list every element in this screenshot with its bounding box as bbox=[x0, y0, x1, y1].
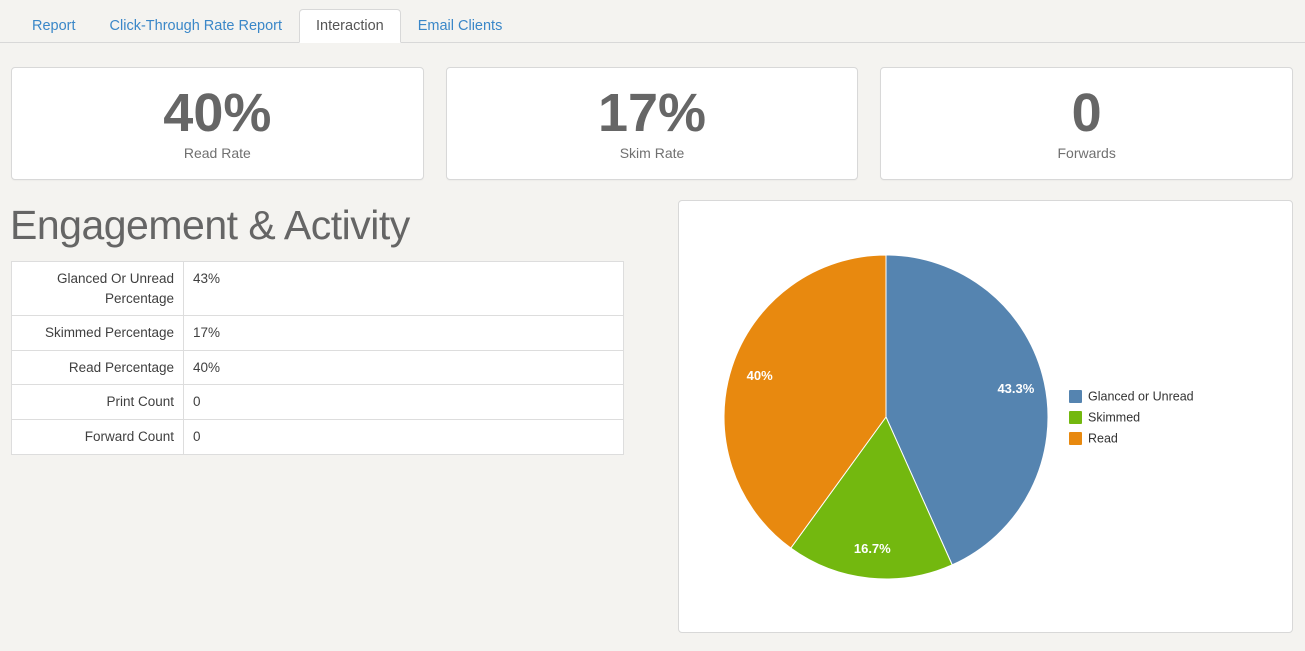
pie-slice-skimmed[interactable] bbox=[790, 416, 953, 580]
table-row-label: Read Percentage bbox=[11, 349, 184, 386]
table-row: Forward Count 0 bbox=[11, 418, 624, 455]
table-row-label: Forward Count bbox=[11, 418, 184, 455]
pie-slice-datalabel-glanced-or-unread: 43.3% bbox=[997, 381, 1034, 396]
stat-card-0: 40% Read Rate bbox=[11, 67, 424, 180]
legend-swatch bbox=[1069, 390, 1082, 403]
tab-1[interactable]: Click-Through Rate Report bbox=[109, 18, 282, 34]
legend-label: Skimmed bbox=[1088, 411, 1140, 425]
tab-3[interactable]: Email Clients bbox=[417, 18, 503, 34]
legend-item-glanced-or-unread[interactable]: Glanced or Unread bbox=[1069, 390, 1194, 404]
table-row: Print Count 0 bbox=[11, 384, 624, 420]
table-row-value: 0 bbox=[183, 418, 624, 455]
table-row-value: 43% bbox=[183, 261, 624, 317]
table-row: Read Percentage 40% bbox=[11, 349, 624, 386]
table-row-value: 17% bbox=[183, 315, 624, 351]
stat-card-1: 17% Skim Rate bbox=[445, 67, 859, 180]
tab-bar: Report Click-Through Rate Report Interac… bbox=[0, 9, 1305, 43]
table-row: Glanced Or Unread Percentage 43% bbox=[11, 261, 624, 317]
stat-value: 40% bbox=[163, 83, 272, 143]
legend-swatch bbox=[1069, 432, 1082, 445]
legend-item-read[interactable]: Read bbox=[1069, 432, 1118, 446]
stat-card-2: 0 Forwards bbox=[880, 67, 1294, 180]
tab-2[interactable]: Interaction bbox=[299, 9, 401, 43]
legend-label: Glanced or Unread bbox=[1088, 390, 1194, 404]
stat-value: 0 bbox=[1071, 83, 1102, 143]
tab-0[interactable]: Report bbox=[32, 18, 76, 34]
table-row-label: Print Count bbox=[11, 384, 184, 420]
stat-cards-row: 40% Read Rate 17% Skim Rate 0 Forwards bbox=[11, 67, 1294, 180]
pie-slice-datalabel-skimmed: 16.7% bbox=[854, 541, 891, 556]
pie-chart-svg: 43.3% 16.7% 40% Glanced or Unread Skimmed Rea… bbox=[723, 254, 1194, 580]
engagement-table: Glanced Or Unread Percentage 43% Skimmed… bbox=[11, 261, 624, 455]
stat-label: Skim Rate bbox=[619, 145, 685, 162]
engagement-table-body: Glanced Or Unread Percentage 43% Skimmed… bbox=[11, 261, 624, 455]
table-row-label: Skimmed Percentage bbox=[11, 315, 184, 351]
pie-chart-panel: 43.3% 16.7% 40% Glanced or Unread Skimmed Rea… bbox=[678, 200, 1293, 633]
stat-value: 17% bbox=[597, 83, 707, 143]
pie-slice-glanced-or-unread[interactable] bbox=[885, 254, 1049, 566]
legend-item-skimmed[interactable]: Skimmed bbox=[1069, 411, 1140, 425]
section-title: Engagement & Activity bbox=[10, 202, 410, 248]
legend-label: Read bbox=[1088, 432, 1118, 446]
stat-label: Read Rate bbox=[183, 145, 251, 162]
pie-slice-read[interactable] bbox=[723, 254, 887, 549]
table-row-value: 40% bbox=[183, 349, 624, 386]
engagement-section: Engagement & Activity Glanced Or Unread … bbox=[10, 200, 626, 455]
legend-swatch bbox=[1069, 411, 1082, 424]
main-content: Engagement & Activity Glanced Or Unread … bbox=[10, 200, 1293, 633]
stat-label: Forwards bbox=[1057, 145, 1116, 162]
table-row-label: Glanced Or Unread Percentage bbox=[11, 261, 184, 317]
table-row: Skimmed Percentage 17% bbox=[11, 315, 624, 351]
pie-slice-datalabel-read: 40% bbox=[747, 368, 773, 383]
table-row-value: 0 bbox=[183, 384, 624, 420]
